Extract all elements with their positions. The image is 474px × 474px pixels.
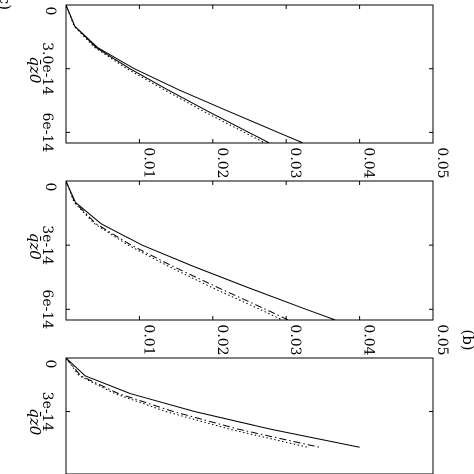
chart-panel-1: 0.01 0.02 0.03 0.04 0.05 0 3.0e-14 6e-14 q̄z0 [26,4,450,179]
x-tick-label: 0 [42,7,58,16]
series-solid-line-1 [66,181,336,320]
plot-frame [65,357,434,474]
panel-label: (b) [459,329,474,350]
chart-panel-3: 03e-14q̄z0(c) [0,0,434,474]
series-solid-line-1 [66,5,304,143]
value-tick-label: 0.01 [140,324,156,355]
series-dashdot-line-2 [66,358,320,448]
value-tick-label: 0.05 [434,147,450,178]
series-dotted-line-3 [66,5,266,143]
x-tick-label: 3.0e-14 [39,42,55,95]
series-dashdot-line-2 [66,181,289,320]
value-tick-label: 0.05 [434,324,450,355]
value-tick-label: 0.01 [140,147,156,178]
x-tick-label: 3e-14 [39,225,55,265]
x-tick-label: 0 [42,183,58,192]
series-solid-line-2 [66,5,270,143]
value-tick-label: 0.02 [214,147,230,178]
value-tick-label: 0.03 [287,147,303,178]
chart-panel-2: 0.01 0.02 0.03 0.04 0.05 0 3e-14 6e-14 q̄z0 (b) [26,180,474,356]
value-tick-label: 0.04 [361,324,377,355]
x-tick-label: 6e-14 [39,113,55,153]
plot-frame [65,4,434,144]
plot-frame [65,180,434,321]
x-tick-label: 3e-14 [39,392,55,432]
x-tick-label: 0 [42,360,58,369]
x-tick-label: 6e-14 [39,289,55,329]
series-dotted-line-3 [66,181,283,320]
value-tick-label: 0.02 [214,324,230,355]
value-tick-label: 0.03 [287,324,303,355]
series-dotted-line-3 [66,358,308,448]
x-axis-label: q̄z0 [26,56,44,84]
series-solid-line-1 [66,358,360,448]
value-tick-label: 0.04 [361,147,377,178]
panel-label: (c) [0,0,14,10]
x-axis-label: q̄z0 [26,233,44,261]
x-axis-label: q̄z0 [26,408,44,436]
